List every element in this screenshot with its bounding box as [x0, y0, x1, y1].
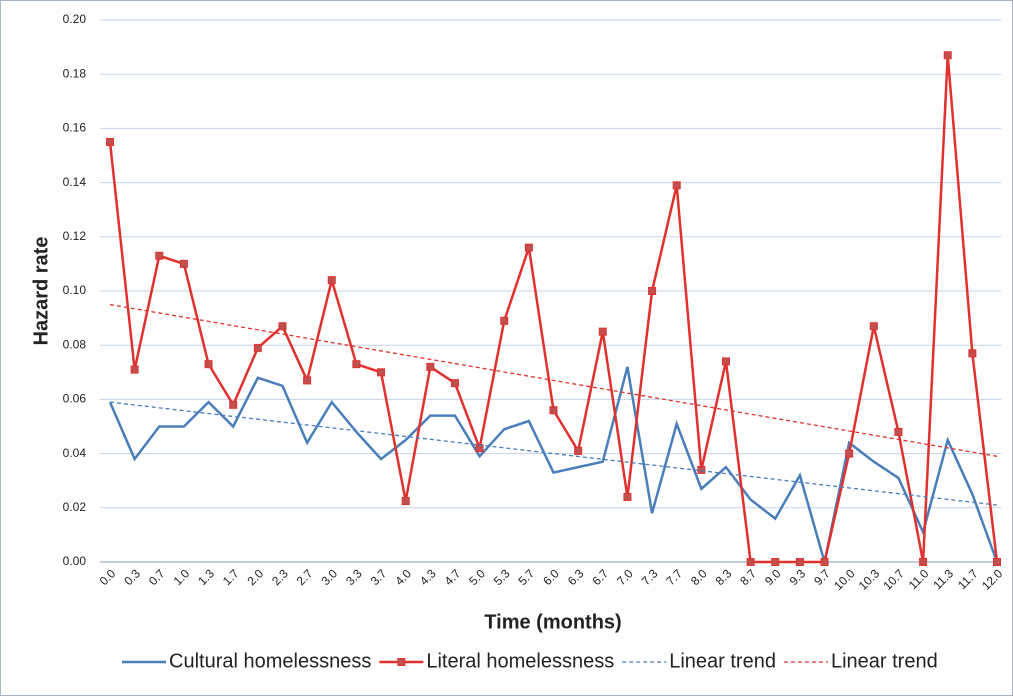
point — [352, 360, 361, 369]
point — [869, 322, 878, 331]
trend-line — [109, 303, 998, 457]
point — [894, 427, 903, 436]
y-tick-label: 0.08 — [63, 337, 87, 351]
point — [968, 349, 977, 358]
point — [155, 251, 164, 260]
legend-label: Linear trend — [669, 650, 776, 672]
point — [327, 276, 336, 285]
trend-line — [109, 401, 998, 506]
point — [697, 465, 706, 474]
y-tick-label: 0.16 — [63, 121, 87, 135]
legend-marker — [397, 658, 406, 666]
point — [179, 259, 188, 268]
point — [426, 362, 435, 371]
point — [278, 322, 287, 331]
point — [623, 492, 632, 501]
y-tick-label: 0.04 — [63, 446, 87, 460]
y-tick-label: 0.10 — [63, 283, 87, 297]
legend-label: Literal homelessness — [426, 650, 614, 672]
point — [672, 181, 681, 190]
point — [401, 497, 410, 506]
point — [721, 357, 730, 366]
point — [993, 558, 1001, 566]
point — [377, 368, 386, 377]
point — [204, 360, 213, 369]
series-line — [108, 366, 999, 563]
point — [549, 406, 558, 415]
point — [130, 365, 139, 374]
y-tick-label: 0.00 — [63, 554, 87, 568]
legend-label: Cultural homelessness — [169, 650, 371, 672]
point — [943, 51, 952, 60]
point — [574, 446, 583, 455]
x-axis-title: Time (months) — [484, 611, 621, 633]
point — [106, 137, 114, 146]
point — [746, 558, 755, 566]
point — [229, 400, 238, 409]
y-tick-label: 0.06 — [63, 392, 87, 406]
y-tick-label: 0.12 — [63, 229, 87, 243]
point — [450, 379, 459, 388]
point — [303, 376, 312, 385]
point — [598, 327, 607, 336]
y-tick-label: 0.18 — [63, 66, 87, 80]
point — [771, 558, 780, 566]
point — [253, 343, 262, 352]
point — [524, 243, 533, 252]
y-tick-label: 0.14 — [63, 175, 87, 189]
y-axis-title: Hazard rate — [30, 237, 52, 346]
y-tick-label: 0.20 — [63, 12, 87, 26]
point — [500, 316, 509, 325]
legend: Cultural homelessness Literal homelessnes… — [122, 650, 938, 672]
point — [919, 558, 928, 566]
point — [648, 287, 657, 295]
point — [795, 558, 804, 566]
point — [845, 449, 854, 458]
y-tick-label: 0.02 — [63, 500, 87, 514]
legend-label: Linear trend — [831, 650, 938, 672]
point — [820, 558, 829, 566]
